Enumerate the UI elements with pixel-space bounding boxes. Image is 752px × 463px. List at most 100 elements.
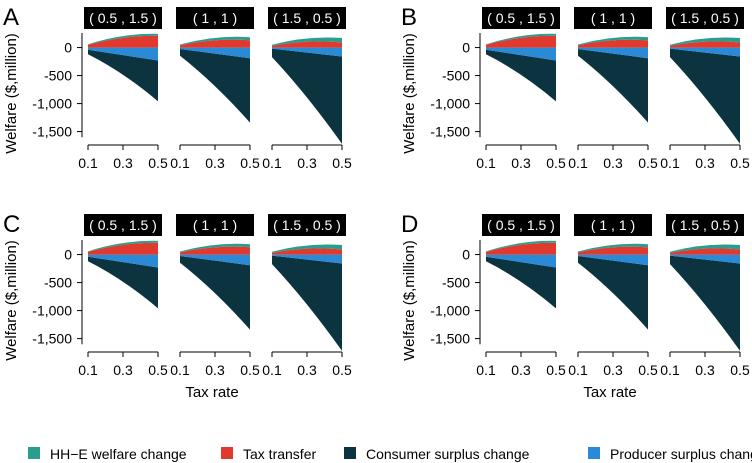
legend-swatch xyxy=(588,447,600,459)
x-tick-label: 0.1 xyxy=(170,362,190,378)
consumer-surplus-area xyxy=(578,48,648,123)
hhe-welfare-area xyxy=(88,33,158,45)
x-tick-label: 0.5 xyxy=(638,155,658,171)
hhe-welfare-area xyxy=(578,36,648,46)
consumer-surplus-area xyxy=(486,256,556,309)
y-axis-label: Welfare ($,million) xyxy=(3,240,20,361)
facet-strip xyxy=(84,7,162,29)
x-tick-label: 0.3 xyxy=(695,362,715,378)
legend-swatch xyxy=(344,447,356,459)
facet-title: ( 1.5 , 0.5 ) xyxy=(671,10,739,26)
x-tick-label: 0.3 xyxy=(511,155,531,171)
facet-strip xyxy=(574,7,652,29)
x-tick-label: 0.5 xyxy=(730,155,750,171)
x-tick-label: 0.1 xyxy=(170,155,190,171)
consumer-surplus-area xyxy=(180,48,250,123)
x-tick-label: 0.1 xyxy=(660,362,680,378)
tax-transfer-area xyxy=(88,242,158,255)
x-tick-label: 0.5 xyxy=(332,155,352,171)
x-tick-label: 0.1 xyxy=(78,155,98,171)
producer-surplus-area xyxy=(486,47,556,61)
facet-strip xyxy=(84,214,162,236)
legend-swatch xyxy=(221,447,233,459)
hhe-welfare-area xyxy=(578,243,648,253)
hhe-welfare-area xyxy=(272,244,342,253)
tax-transfer-area xyxy=(578,39,648,48)
producer-surplus-area xyxy=(486,254,556,268)
facet-2: ( 1 , 1 ) 0.1 0.3 0.5 xyxy=(568,214,658,378)
x-tick-label: 0.3 xyxy=(113,155,133,171)
facet-3: ( 1.5 , 0.5 ) 0.1 0.3 0.5 xyxy=(262,7,352,171)
panel-c: C Welfare ($,million) 0 -500 -1,000 -1,500 ( 0… xyxy=(3,211,352,401)
y-tick-label: -1,500 xyxy=(430,331,470,347)
x-tick-label: 0.1 xyxy=(262,155,282,171)
legend-label: Consumer surplus change xyxy=(366,446,530,462)
facet-strip xyxy=(666,7,744,29)
y-axis-label: Welfare ($,million) xyxy=(401,240,418,361)
hhe-welfare-area xyxy=(670,244,740,253)
producer-surplus-area xyxy=(88,254,158,268)
hhe-welfare-area xyxy=(88,240,158,252)
legend-item-producer: Producer surplus change xyxy=(588,446,752,462)
producer-surplus-area xyxy=(670,254,740,264)
facet-title: ( 0.5 , 1.5 ) xyxy=(89,217,157,233)
x-tick-label: 0.5 xyxy=(730,362,750,378)
consumer-surplus-area xyxy=(88,256,158,309)
y-tick-label: -1,000 xyxy=(430,96,470,112)
x-tick-label: 0.3 xyxy=(695,155,715,171)
panel-d: D Welfare ($,million) 0 -500 -1,000 -1,500 ( 0… xyxy=(401,211,750,401)
facet-strip xyxy=(482,214,560,236)
producer-surplus-area xyxy=(180,47,250,59)
x-tick-label: 0.1 xyxy=(476,362,496,378)
y-tick-label: -1,500 xyxy=(32,331,72,347)
x-tick-label: 0.5 xyxy=(332,362,352,378)
x-tick-label: 0.3 xyxy=(297,155,317,171)
producer-surplus-area xyxy=(272,254,342,264)
y-axis-label: Welfare ($,million) xyxy=(3,33,20,154)
tax-transfer-area xyxy=(486,35,556,48)
facet-strip xyxy=(482,7,560,29)
y-tick-label: 0 xyxy=(64,40,72,56)
facet-title: ( 0.5 , 1.5 ) xyxy=(487,217,555,233)
y-tick-label: -500 xyxy=(44,68,72,84)
x-tick-label: 0.3 xyxy=(297,362,317,378)
x-tick-label: 0.5 xyxy=(638,362,658,378)
facet-strip xyxy=(268,214,346,236)
x-tick-label: 0.1 xyxy=(660,155,680,171)
x-tick-label: 0.3 xyxy=(113,362,133,378)
x-tick-label: 0.5 xyxy=(240,362,260,378)
y-tick-label: -1,500 xyxy=(32,124,72,140)
y-tick-label: 0 xyxy=(462,247,470,263)
x-tick-label: 0.5 xyxy=(148,362,168,378)
panel-a: A Welfare ($,million) 0 -500 -1,000 -1,500 ( 0… xyxy=(3,4,352,171)
facet-title: ( 1 , 1 ) xyxy=(591,10,635,26)
panel-label: C xyxy=(3,211,20,238)
facet-strip xyxy=(574,214,652,236)
facet-strip xyxy=(176,7,254,29)
producer-surplus-area xyxy=(272,47,342,57)
facet-3: ( 1.5 , 0.5 ) 0.1 0.3 0.5 xyxy=(660,7,750,171)
producer-surplus-area xyxy=(578,47,648,59)
x-tick-label: 0.3 xyxy=(603,362,623,378)
x-tick-label: 0.3 xyxy=(511,362,531,378)
facet-2: ( 1 , 1 ) 0.1 0.3 0.5 xyxy=(170,214,260,378)
hhe-welfare-area xyxy=(272,37,342,46)
panel-b: B Welfare ($,million) 0 -500 -1,000 -1,500 ( 0… xyxy=(401,4,750,171)
panel-label: B xyxy=(401,4,417,31)
facet-strip xyxy=(268,7,346,29)
consumer-surplus-area xyxy=(578,255,648,330)
facet-title: ( 1 , 1 ) xyxy=(193,217,237,233)
x-tick-label: 0.5 xyxy=(546,362,566,378)
x-tick-label: 0.3 xyxy=(205,362,225,378)
x-tick-label: 0.1 xyxy=(568,155,588,171)
y-tick-label: -1,000 xyxy=(430,303,470,319)
facet-title: ( 1 , 1 ) xyxy=(193,10,237,26)
y-tick-label: 0 xyxy=(64,247,72,263)
facet-3: ( 1.5 , 0.5 ) 0.1 0.3 0.5 xyxy=(660,214,750,378)
consumer-surplus-area xyxy=(272,48,342,144)
facet-1: ( 0.5 , 1.5 ) 0.1 0.3 0.5 xyxy=(476,214,566,378)
producer-surplus-area xyxy=(578,254,648,266)
tax-transfer-area xyxy=(180,246,250,255)
hhe-welfare-area xyxy=(180,243,250,253)
